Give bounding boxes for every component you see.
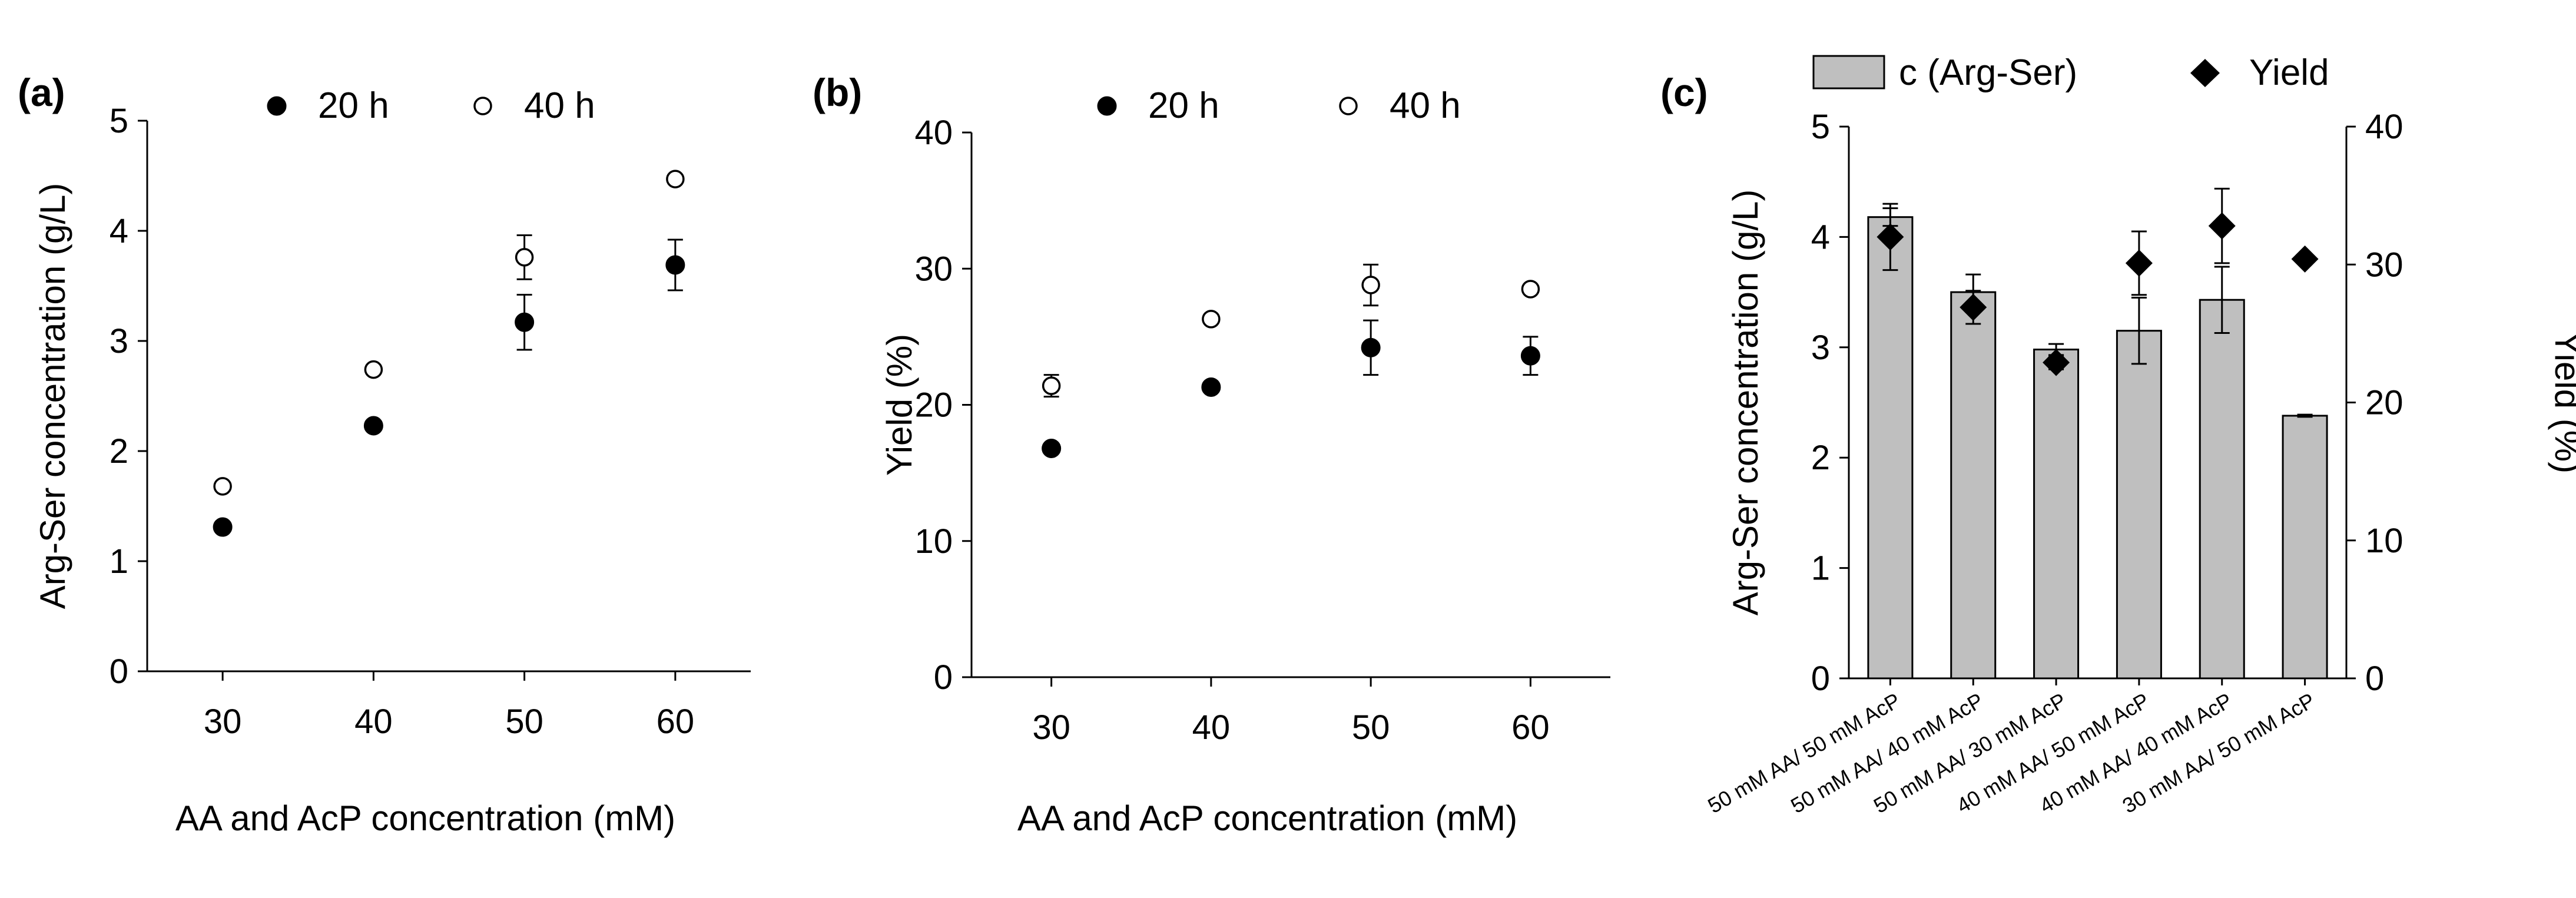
panel-b: (b) 0 10 20 30 40 30 40 50 60 AA and AcP concentra…: [813, 71, 1610, 838]
data-point-20h: [213, 517, 233, 537]
left-y-tick-label: 5: [1811, 108, 1830, 146]
panel-label: (a): [18, 71, 65, 114]
y-tick-label: 1: [110, 542, 128, 581]
y-tick-label: 30: [914, 250, 953, 288]
y-tick-label: 4: [110, 212, 128, 250]
data-point-40h: [1361, 276, 1380, 294]
y-tick-label: 0: [110, 652, 128, 691]
yield-diamond: [1960, 293, 1987, 321]
data-point-20h: [1520, 346, 1540, 366]
data-point-20h: [665, 255, 685, 275]
y-axis-label: Yield (%): [880, 334, 919, 476]
left-y-tick-label: 3: [1811, 329, 1830, 367]
legend-marker: [1339, 97, 1358, 115]
yield-diamond: [2125, 249, 2153, 277]
x-tick-label: 40: [1192, 708, 1231, 747]
y-axis-label: Arg-Ser concentration (g/L): [33, 183, 72, 609]
bar-c-arg-ser: [2116, 330, 2162, 680]
right-y-tick-label: 10: [2365, 522, 2403, 560]
legend-label: 20 h: [318, 85, 389, 126]
legend-marker: [267, 96, 287, 116]
x-tick-label: 40: [354, 703, 393, 741]
panel-label: (c): [1660, 71, 1708, 114]
right-y-tick-label: 0: [2365, 660, 2384, 698]
data-point-40h: [213, 477, 232, 496]
panel-a: (a) 0 1 2 3 4 5 30 40 50 60 AA and AcP concentratio…: [18, 71, 751, 838]
data-point-20h: [1361, 337, 1381, 357]
bar-c-arg-ser: [1867, 216, 1914, 680]
left-y-tick-label: 4: [1811, 218, 1830, 256]
x-tick-label: 30: [204, 703, 242, 741]
x-axis-label: AA and AcP concentration (mM): [1017, 798, 1517, 838]
x-tick-label: 60: [657, 703, 695, 741]
left-y-tick-label: 0: [1811, 660, 1830, 698]
legend-label: 40 h: [524, 85, 595, 126]
legend-label: c (Arg-Ser): [1899, 52, 2077, 93]
x-tick-label: 50: [505, 703, 543, 741]
data-point-20h: [1042, 439, 1062, 458]
y-tick-label: 40: [914, 114, 953, 152]
bar-c-arg-ser: [1950, 291, 1997, 680]
legend-label: 20 h: [1148, 85, 1219, 126]
left-y-axis-label: Arg-Ser concentration (g/L): [1726, 190, 1765, 616]
data-point-40h: [364, 360, 383, 379]
left-y-tick-label: 1: [1811, 549, 1830, 588]
panel-label: (b): [813, 71, 862, 114]
legend-label: Yield: [2249, 52, 2329, 93]
data-point-40h: [1202, 310, 1221, 329]
data-point-20h: [515, 312, 535, 332]
y-tick-label: 5: [110, 102, 128, 140]
yield-diamond: [2208, 212, 2236, 240]
yield-diamond: [1877, 223, 1904, 251]
y-tick-label: 0: [934, 658, 953, 697]
legend-marker: [1097, 96, 1117, 116]
y-tick-label: 10: [914, 522, 953, 561]
legend-bar-swatch: [1812, 55, 1885, 90]
yield-diamond: [2043, 349, 2070, 376]
data-point-20h: [1201, 377, 1221, 397]
y-tick-label: 20: [914, 386, 953, 425]
left-y-tick-label: 2: [1811, 439, 1830, 477]
bar-c-arg-ser: [2033, 349, 2080, 680]
right-y-axis-label: Yield (%): [2548, 332, 2576, 473]
data-point-40h: [1042, 376, 1061, 395]
yield-diamond: [2291, 245, 2319, 273]
legend-diamond: [2190, 59, 2220, 87]
right-y-tick-label: 20: [2365, 384, 2403, 422]
data-point-40h: [666, 170, 685, 188]
x-tick-label: 30: [1032, 708, 1070, 747]
x-axis-label: AA and AcP concentration (mM): [175, 798, 675, 838]
x-tick-label: 50: [1352, 708, 1390, 747]
x-tick-label: 60: [1511, 708, 1550, 747]
y-tick-label: 2: [110, 432, 128, 470]
data-point-40h: [1521, 280, 1540, 299]
legend-label: 40 h: [1390, 85, 1461, 126]
bar-c-arg-ser: [2282, 415, 2328, 680]
data-point-20h: [363, 416, 383, 436]
data-point-40h: [515, 248, 534, 267]
bar-c-arg-ser: [2199, 299, 2245, 680]
y-tick-label: 3: [110, 322, 128, 360]
right-y-tick-label: 40: [2365, 108, 2403, 146]
right-y-tick-label: 30: [2365, 246, 2403, 284]
legend-marker: [473, 97, 492, 115]
